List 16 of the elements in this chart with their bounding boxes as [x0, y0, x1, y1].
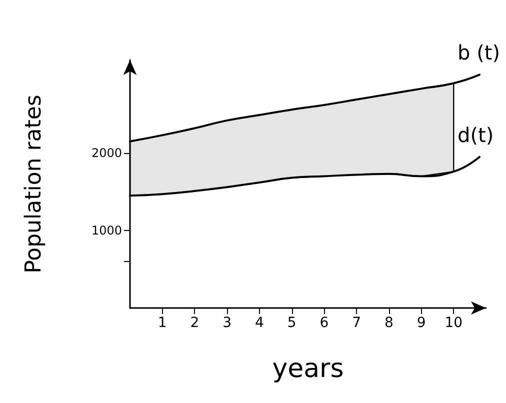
series-label: b (t) [458, 40, 500, 65]
x-tick-label: 4 [254, 315, 264, 331]
y-tick-label: 1000 [91, 224, 122, 238]
x-tick-label: 10 [444, 315, 463, 331]
x-tick-label: 6 [320, 315, 329, 331]
y-axis-title: Population rates [22, 94, 46, 274]
series-label: d(t) [458, 122, 494, 147]
x-tick-label: 7 [352, 315, 362, 331]
x-axis-title: years [272, 354, 344, 384]
x-tick-label: 9 [416, 315, 426, 331]
x-tick-label: 5 [287, 315, 296, 331]
x-tick-label: 2 [190, 315, 200, 331]
x-tick-label: 8 [384, 315, 394, 331]
x-tick-label: 3 [222, 315, 232, 331]
x-tick-label: 1 [158, 315, 167, 331]
y-tick-label: 2000 [91, 146, 122, 160]
